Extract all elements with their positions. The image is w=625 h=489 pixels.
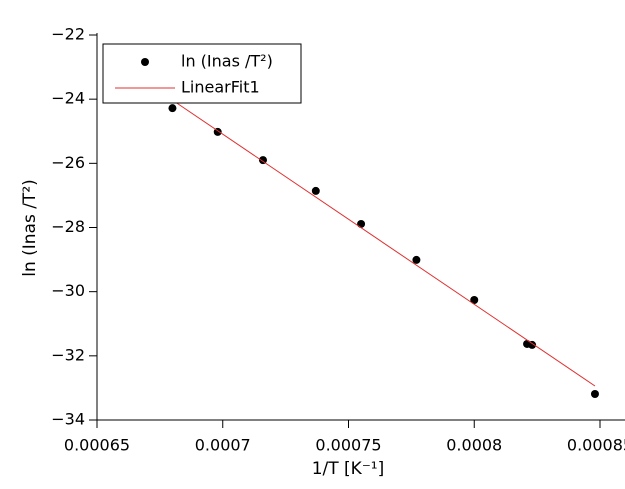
data-point — [311, 186, 320, 195]
x-tick-label: 0.00065 — [64, 436, 130, 455]
y-tick-label: −24 — [51, 89, 85, 108]
fit-line — [172, 99, 596, 387]
legend-label: ln (Inas /T²) — [181, 52, 273, 71]
y-tick-label: −34 — [51, 410, 85, 429]
legend-label: LinearFit1 — [181, 78, 260, 97]
data-point — [412, 255, 421, 264]
legend-marker — [141, 58, 149, 66]
y-axis-title: ln (Inas /T²) — [20, 179, 40, 277]
y-tick-label: −22 — [51, 25, 85, 44]
x-tick-label: 0.0007 — [195, 436, 251, 455]
y-tick-label: −26 — [51, 153, 85, 172]
y-tick-label: −28 — [51, 217, 85, 236]
data-point — [168, 104, 177, 113]
data-point — [528, 340, 537, 349]
y-tick-label: −32 — [51, 345, 85, 364]
y-tick-label: −30 — [51, 281, 85, 300]
x-axis-title: 1/T [K⁻¹] — [312, 459, 385, 479]
x-tick-label: 0.00085 — [567, 436, 625, 455]
legend-box — [102, 43, 302, 104]
x-tick-label: 0.0008 — [446, 436, 502, 455]
data-point — [470, 296, 479, 305]
data-point — [357, 219, 366, 228]
data-point — [258, 156, 267, 165]
data-point — [590, 390, 599, 399]
x-tick-label: 0.00075 — [315, 436, 381, 455]
